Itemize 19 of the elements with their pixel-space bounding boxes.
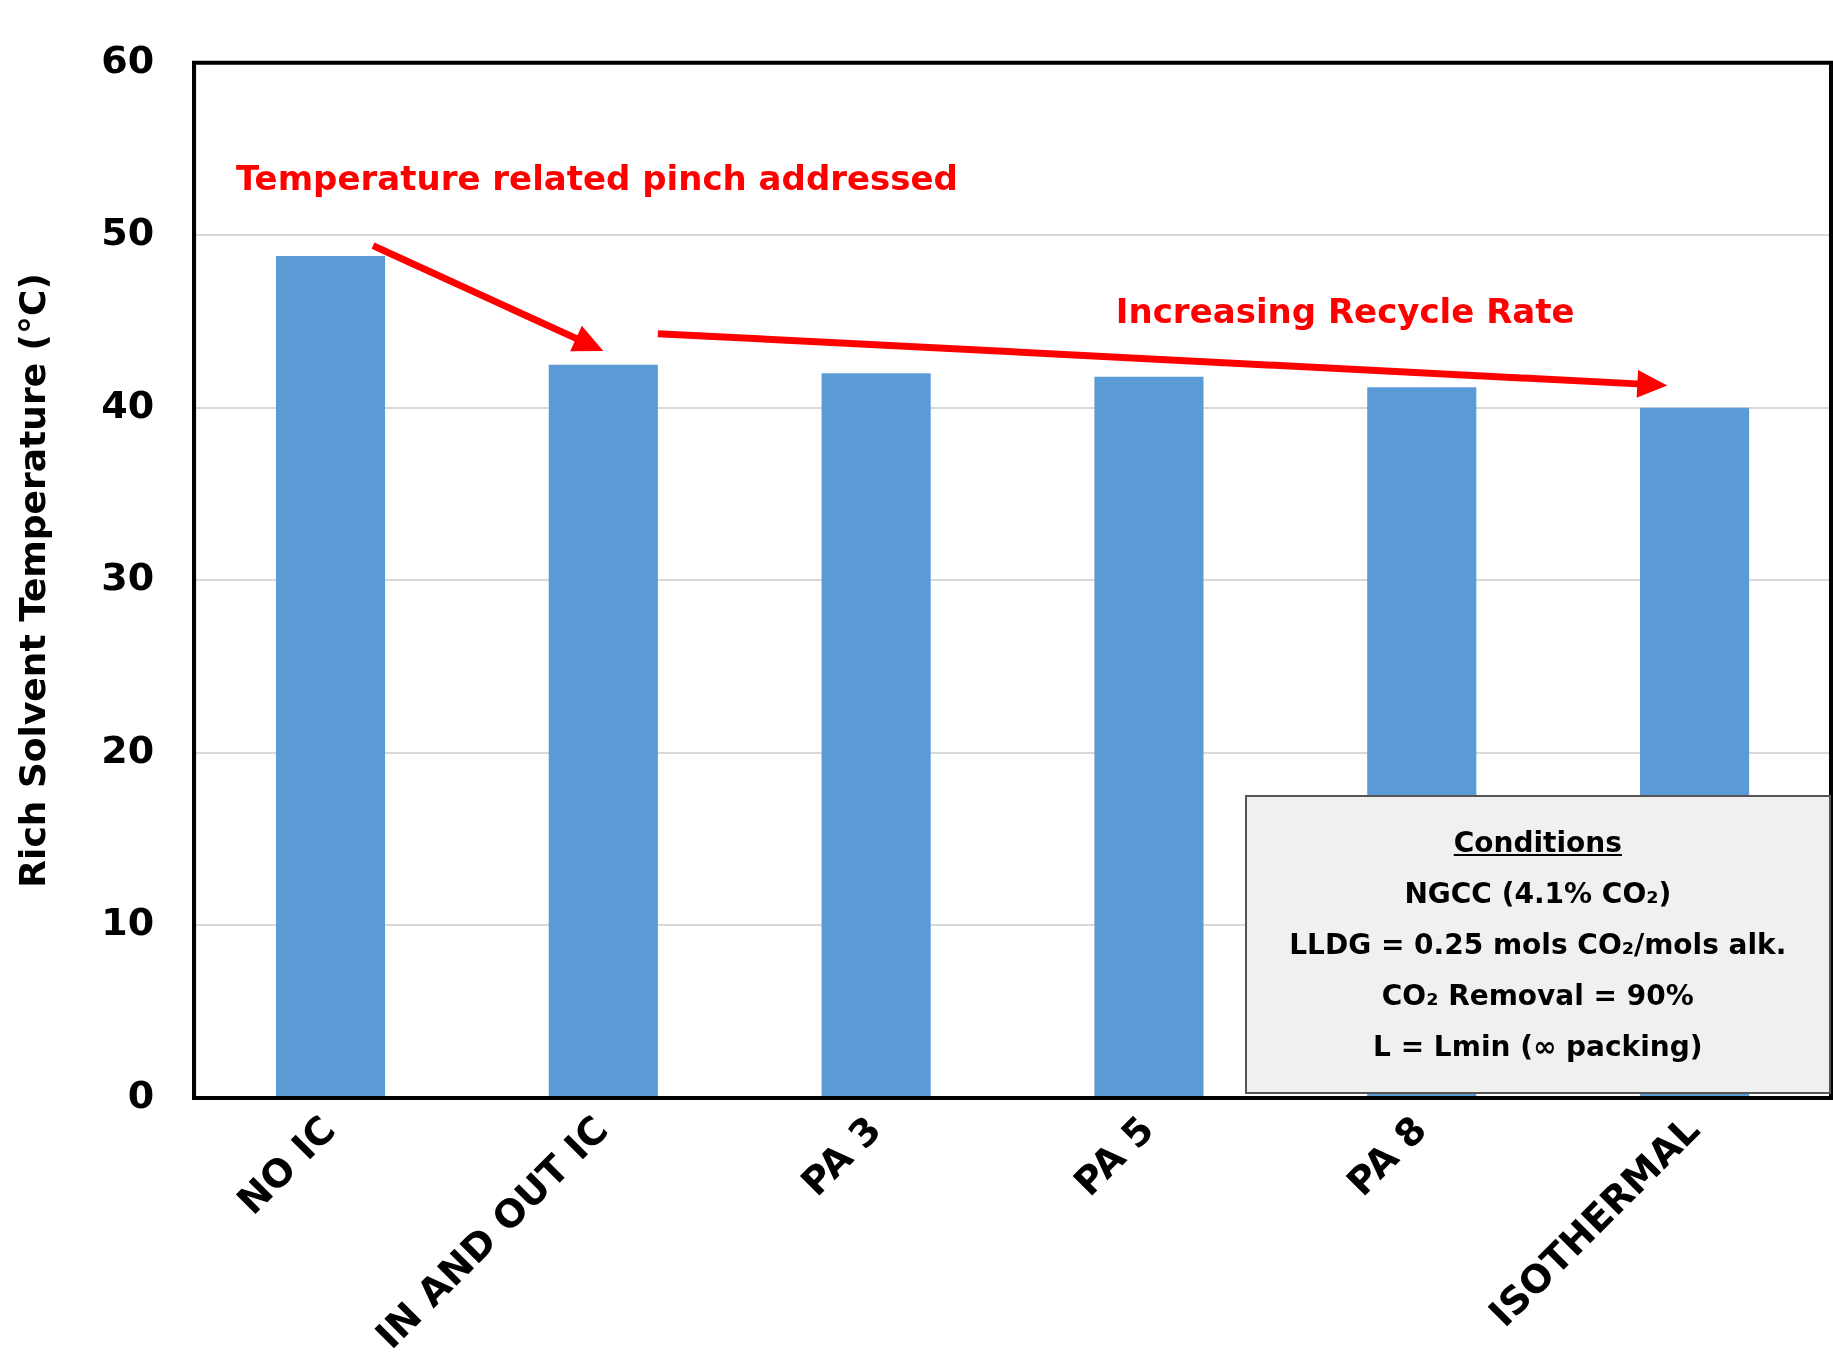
y-tick-label: 50 xyxy=(101,210,155,255)
annotation: L = Lmin (∞ packing) xyxy=(1372,1028,1704,1065)
x-tick-label: PA 5 xyxy=(1065,1107,1163,1205)
annotation: Temperature related pinch addressed xyxy=(235,157,958,198)
annotation: LLDG = 0.25 mols CO₂/mols alk. xyxy=(1288,926,1788,963)
y-tick-label: 60 xyxy=(101,37,155,82)
x-tick-label: NO IC xyxy=(228,1107,344,1223)
annotation: NGCC (4.1% CO₂) xyxy=(1403,875,1673,912)
y-tick-label: 10 xyxy=(101,900,155,945)
x-tick-label: PA 8 xyxy=(1337,1107,1436,1205)
annotation: Increasing Recycle Rate xyxy=(1115,290,1575,331)
annotation: Conditions xyxy=(1452,824,1623,861)
y-tick-label: 20 xyxy=(101,727,155,772)
y-tick-label: 40 xyxy=(101,382,155,427)
y-tick-label: 0 xyxy=(127,1072,155,1117)
y-axis-title: Rich Solvent Temperature (°C) xyxy=(11,273,53,888)
y-tick-label: 30 xyxy=(101,555,155,600)
annotation: CO₂ Removal = 90% xyxy=(1380,977,1695,1014)
x-tick-label: PA 3 xyxy=(792,1107,890,1205)
